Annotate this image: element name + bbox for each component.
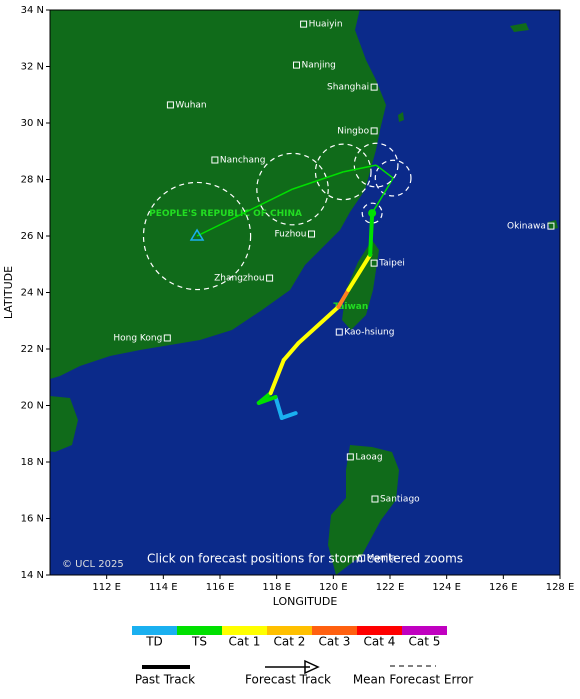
map-layer: Huaiyin Nanjing Shanghai Wuhan Ningbo Nanchan… — [113, 20, 555, 564]
legend-swatch — [357, 626, 402, 635]
city-label: Fuzhou — [274, 230, 306, 240]
city-marker — [166, 101, 174, 109]
forecast-error-circle — [353, 142, 399, 188]
y-tick-label: 18 N — [21, 457, 44, 468]
forecast-track-segment — [292, 171, 344, 190]
city-label: Zhangzhou — [214, 274, 264, 284]
legend-swatch — [222, 626, 267, 635]
legend-forecast: Forecast Track — [245, 673, 331, 687]
current-position — [368, 209, 377, 218]
city-label: Nanchang — [220, 156, 266, 166]
forecast-end-marker — [189, 228, 205, 241]
city-label: Ningbo — [337, 126, 369, 136]
forecast-error-circle — [256, 152, 329, 226]
y-axis-label: LATITUDE — [2, 266, 15, 319]
legend-swatch — [402, 626, 447, 635]
x-tick-label: 120 E — [319, 582, 348, 593]
forecast-error-circle — [314, 143, 372, 201]
forecast-error-circle — [374, 159, 412, 197]
y-tick-label: 22 N — [21, 344, 44, 355]
x-tick-label: 116 E — [206, 582, 235, 593]
x-tick-label: 118 E — [262, 582, 291, 593]
x-axis-label: LONGITUDE — [273, 595, 338, 608]
legend-lines — [142, 659, 436, 675]
city-marker — [163, 334, 171, 342]
city-marker — [266, 274, 274, 282]
city-marker — [370, 127, 378, 135]
city-label: Kao-hsiung — [344, 328, 394, 338]
city-marker — [335, 328, 343, 336]
y-tick-label: 26 N — [21, 231, 44, 242]
past-track-segment — [336, 287, 351, 309]
city-label: Wuhan — [175, 100, 206, 110]
legend-label: Cat 5 — [409, 635, 441, 649]
x-tick-label: 122 E — [376, 582, 405, 593]
city-marker — [293, 61, 300, 69]
copyright: © UCL 2025 — [62, 559, 124, 570]
legend-swatch — [312, 626, 357, 635]
past-track-segment — [346, 252, 373, 292]
y-tick-label: 32 N — [21, 62, 44, 73]
city-label: Okinawa — [507, 222, 546, 232]
city-label: Taipei — [378, 259, 405, 269]
legend-label: Cat 4 — [364, 635, 396, 649]
city-marker — [308, 230, 316, 238]
legend-label: TS — [191, 635, 207, 649]
legend-past: Past Track — [135, 673, 195, 687]
y-tick-label: 16 N — [21, 514, 44, 525]
forecast-track-segment — [343, 164, 377, 173]
city-label: Manila — [367, 554, 397, 564]
city-label: Huaiyin — [309, 20, 343, 30]
city-marker — [300, 20, 308, 28]
y-tick-label: 24 N — [21, 288, 44, 299]
past-track-segment — [279, 411, 298, 420]
city-label: Laoag — [355, 452, 382, 462]
past-track-segment — [268, 358, 286, 396]
y-tick-label: 20 N — [21, 401, 44, 412]
region-label: Taiwan — [333, 302, 368, 312]
city-marker — [211, 156, 219, 164]
city-marker — [346, 453, 354, 461]
city-marker — [370, 83, 378, 91]
forecast-track-segment — [375, 164, 394, 179]
legend-label: Cat 2 — [274, 635, 306, 649]
city-marker — [371, 495, 379, 503]
region-label: PEOPLE'S REPUBLIC OF CHINA — [149, 209, 302, 219]
forecast-track-segment — [196, 188, 293, 237]
past-track-segment — [273, 395, 284, 420]
legend-error: Mean Forecast Error — [353, 673, 473, 687]
legend-swatch — [267, 626, 312, 635]
legend-label: Cat 1 — [229, 635, 261, 649]
x-tick-label: 124 E — [432, 582, 461, 593]
x-tick-label: 114 E — [149, 582, 178, 593]
city-marker — [370, 259, 378, 267]
city-label: Shanghai — [327, 83, 369, 93]
city-label: Nanjing — [302, 61, 336, 71]
past-track-segment — [281, 341, 301, 363]
city-marker — [547, 222, 555, 230]
y-tick-label: 14 N — [21, 570, 44, 581]
y-tick-label: 28 N — [21, 175, 44, 186]
legend-label: TD — [145, 635, 163, 649]
y-tick-label: 34 N — [21, 5, 44, 16]
x-tick-label: 126 E — [489, 582, 518, 593]
forecast-error-circle — [142, 181, 252, 291]
city-label: Santiago — [380, 495, 420, 505]
city-marker — [358, 554, 366, 562]
legend-swatch — [177, 626, 222, 635]
legend-label: Cat 3 — [319, 635, 351, 649]
x-tick-label: 112 E — [92, 582, 121, 593]
land — [50, 10, 558, 575]
legend-swatch — [132, 626, 177, 635]
forecast-track-segment — [371, 177, 394, 214]
past-track-segment — [368, 211, 375, 257]
zoom-note: Click on forecast positions for storm ce… — [147, 552, 463, 566]
city-label: Hong Kong — [113, 333, 162, 343]
x-tick-label: 128 E — [546, 582, 575, 593]
forecast-error-circle — [361, 202, 383, 224]
past-track-segment — [296, 304, 341, 346]
past-track-segment — [256, 391, 273, 405]
y-tick-label: 30 N — [21, 118, 44, 129]
